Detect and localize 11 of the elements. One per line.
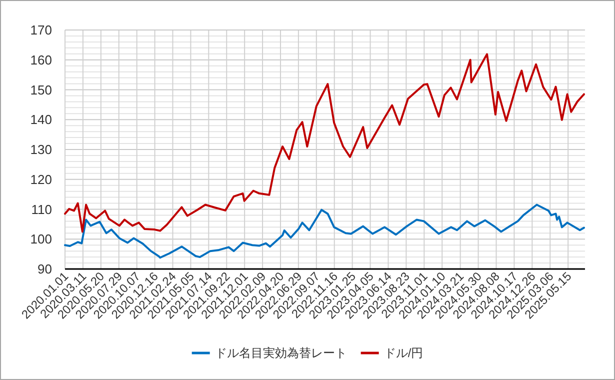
y-tick-label: 160 xyxy=(30,52,52,68)
y-tick-label: 130 xyxy=(30,142,52,157)
y-tick-label: 120 xyxy=(30,172,52,187)
y-tick-label: 170 xyxy=(30,22,52,38)
y-tick-label: 100 xyxy=(30,232,52,247)
y-tick-label: 110 xyxy=(31,202,52,217)
legend-label: ドル/円 xyxy=(384,346,424,360)
y-tick-label: 140 xyxy=(30,112,52,128)
y-tick-label: 90 xyxy=(38,262,52,276)
y-tick-label: 150 xyxy=(30,82,52,98)
legend-label: ドル名目実効為替レート xyxy=(214,346,347,360)
